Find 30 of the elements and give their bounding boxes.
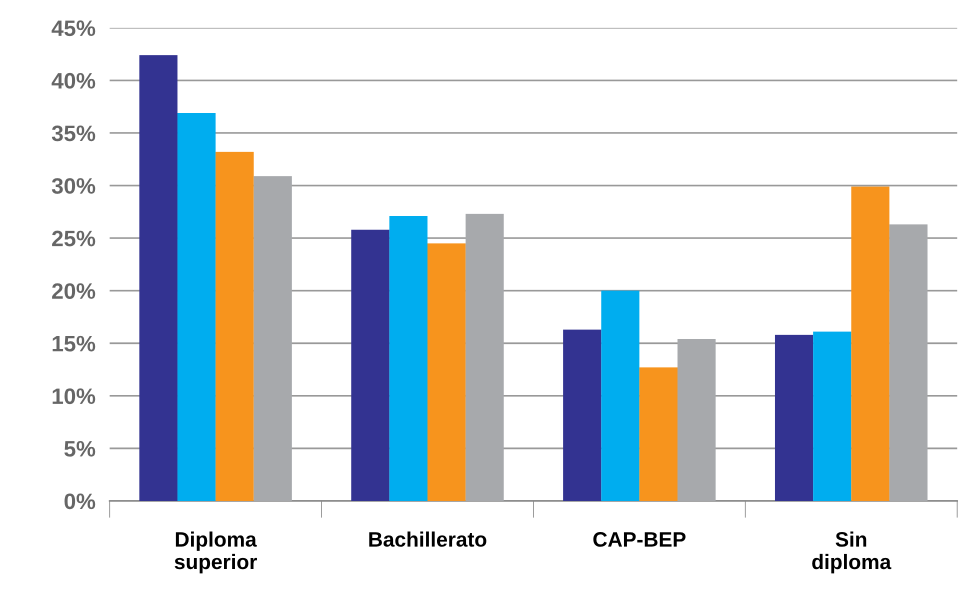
y-tick-label: 0% bbox=[64, 493, 96, 510]
bar bbox=[139, 55, 178, 501]
y-tick-label: 30% bbox=[52, 178, 96, 194]
bar bbox=[774, 334, 814, 501]
bar bbox=[466, 214, 504, 501]
y-tick-label: 45% bbox=[52, 20, 96, 36]
x-tick-label: Sin diploma bbox=[812, 531, 892, 574]
x-tick-label: CAP-BEP bbox=[593, 532, 686, 547]
bar bbox=[427, 243, 466, 501]
bar bbox=[639, 367, 678, 501]
bar bbox=[813, 332, 852, 501]
bar bbox=[563, 330, 602, 501]
bar bbox=[889, 224, 928, 501]
bar bbox=[601, 290, 640, 501]
y-tick-label: 15% bbox=[52, 336, 96, 352]
bar bbox=[254, 176, 292, 501]
bar bbox=[351, 230, 390, 501]
bar bbox=[389, 216, 428, 501]
x-tick-label: Bachillerato bbox=[369, 531, 486, 547]
y-tick-label: 35% bbox=[52, 126, 96, 142]
bar bbox=[851, 186, 890, 501]
bar bbox=[177, 112, 216, 501]
y-tick-label: 20% bbox=[52, 283, 96, 299]
y-tick-label: 10% bbox=[52, 388, 96, 404]
y-tick-label: 40% bbox=[52, 72, 96, 89]
x-tick-label: Diploma superior bbox=[174, 531, 257, 574]
bar bbox=[678, 339, 716, 501]
bar bbox=[216, 152, 254, 501]
y-tick-label: 25% bbox=[52, 230, 96, 246]
y-tick-label: 5% bbox=[64, 440, 96, 457]
